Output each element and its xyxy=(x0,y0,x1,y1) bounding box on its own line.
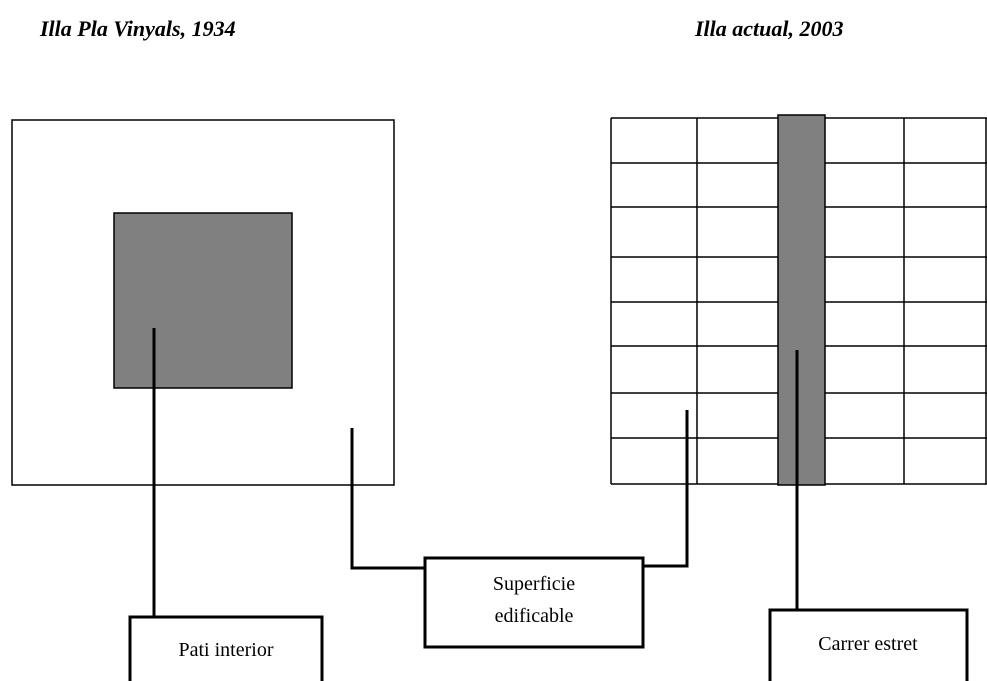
block-1934 xyxy=(11,119,395,486)
title-left: Illa Pla Vinyals, 1934 xyxy=(39,16,236,41)
connector xyxy=(350,428,425,570)
interior-patio xyxy=(113,212,293,389)
label: Pati interior xyxy=(179,639,274,661)
label-box xyxy=(768,608,969,681)
connector xyxy=(643,410,689,568)
label-boxes xyxy=(128,556,969,681)
title-right: Illa actual, 2003 xyxy=(694,16,844,41)
connectors xyxy=(152,328,799,617)
label-box xyxy=(423,556,645,649)
label-box xyxy=(128,615,324,681)
narrow-street xyxy=(777,114,826,486)
block-outline xyxy=(11,119,395,486)
block-2003 xyxy=(610,114,987,486)
label: edificable xyxy=(495,605,574,627)
label: Carrer estret xyxy=(818,633,918,655)
label: Superficie xyxy=(493,573,575,595)
